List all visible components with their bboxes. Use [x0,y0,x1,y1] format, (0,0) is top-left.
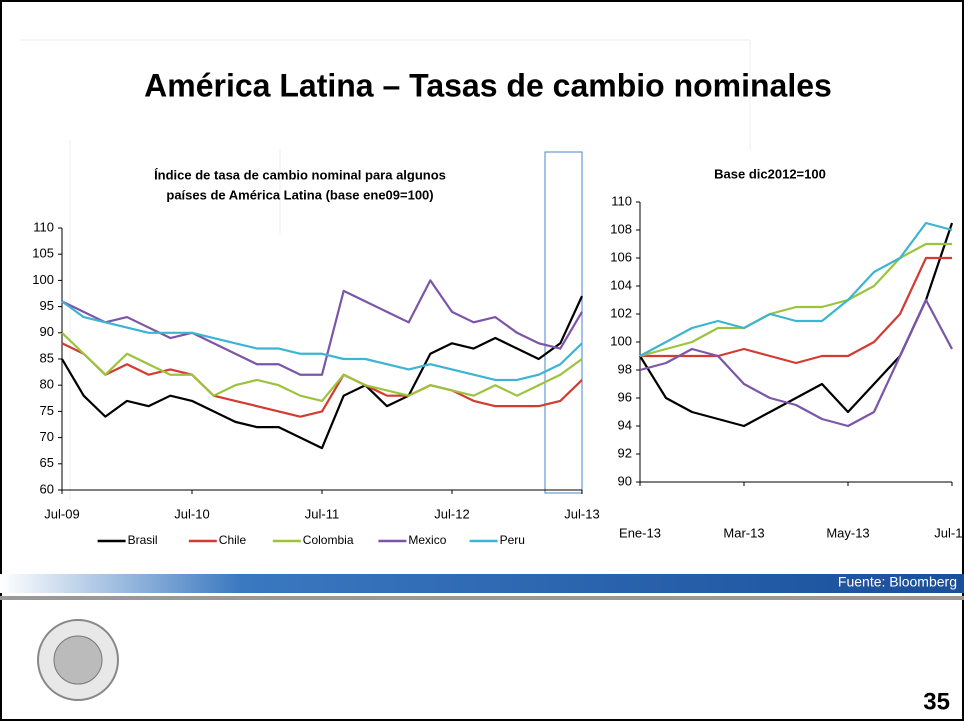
series-line [639,221,953,357]
series-line [61,279,583,376]
y-tick-label: 96 [618,389,632,404]
x-tick-label: Ene-13 [619,525,661,540]
footer-line [0,596,964,600]
series-line [61,332,583,403]
background-lines [20,39,751,500]
series-line [61,300,583,382]
chart-title: países de América Latina (base ene09=100… [166,187,433,202]
legend-label: Colombia [303,533,354,547]
chart-title: Base dic2012=100 [714,166,826,181]
y-tick-label: 94 [618,417,632,432]
y-tick-label: 80 [40,377,54,392]
x-tick-label: Jul-13 [934,525,964,540]
x-tick-label: Jul-10 [174,506,209,521]
y-tick-label: 95 [40,298,54,313]
series-line [640,256,952,365]
chart-title: Índice de tasa de cambio nominal para al… [154,167,446,182]
series-line [639,298,953,428]
y-tick-label: 75 [40,403,54,418]
page-number: 35 [923,688,950,715]
x-tick-label: Jul-12 [434,506,469,521]
footer-bar [0,574,964,593]
y-tick-label: 60 [40,481,54,496]
legend-label: Mexico [408,533,446,547]
legend-label: Peru [500,533,525,547]
y-tick-label: 105 [32,246,54,261]
series-line [61,342,583,418]
y-tick-label: 100 [32,272,54,287]
y-tick-label: 98 [618,361,632,376]
y-tick-label: 85 [40,350,54,365]
y-tick-label: 104 [610,277,632,292]
x-tick-label: Jul-09 [44,506,79,521]
legend-label: Brasil [128,533,158,547]
y-tick-label: 110 [611,193,632,208]
y-tick-label: 100 [610,333,632,348]
y-tick-label: 110 [33,219,54,234]
x-tick-label: Mar-13 [723,525,764,540]
y-tick-label: 102 [610,305,632,320]
x-tick-label: Jul-11 [305,506,339,521]
y-tick-label: 90 [618,473,632,488]
y-tick-label: 92 [618,445,632,460]
highlight-box [544,151,583,494]
y-tick-label: 106 [610,249,632,264]
y-tick-label: 108 [610,221,632,236]
y-tick-label: 90 [40,324,54,339]
y-tick-label: 70 [40,429,54,444]
source: Fuente: Bloomberg [838,574,957,590]
x-tick-label: Jul-13 [564,506,599,521]
legend-label: Chile [219,533,247,547]
slide-title: América Latina – Tasas de cambio nominal… [144,67,832,103]
x-tick-label: May-13 [826,525,869,540]
series-line [61,295,583,450]
y-tick-label: 65 [40,455,54,470]
logo-inner [53,635,103,685]
